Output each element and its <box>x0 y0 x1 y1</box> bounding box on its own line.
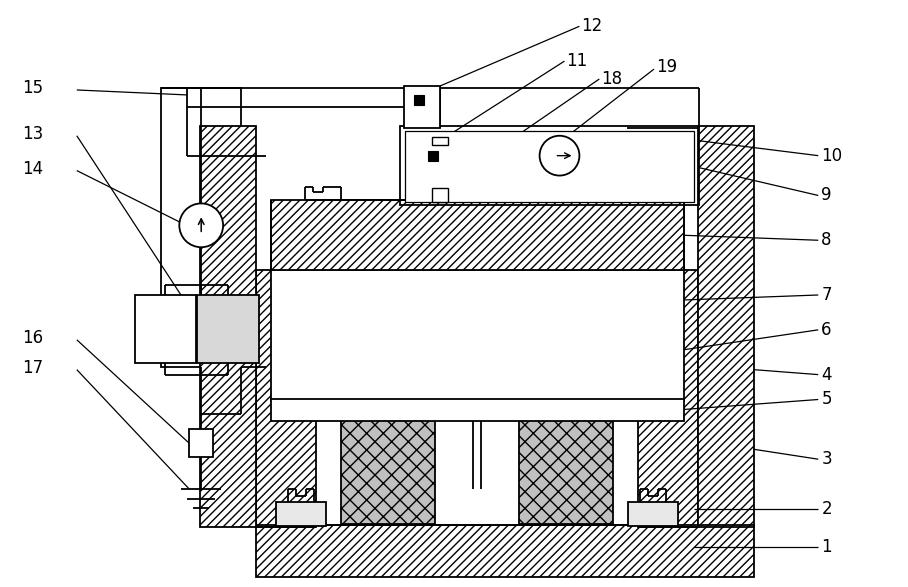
Text: 2: 2 <box>821 500 832 518</box>
Text: 19: 19 <box>656 58 677 76</box>
Bar <box>698 126 754 527</box>
Text: 16: 16 <box>22 329 44 347</box>
Bar <box>189 429 213 457</box>
Bar <box>340 295 435 524</box>
Bar <box>271 200 684 270</box>
Bar <box>638 270 698 527</box>
Bar <box>414 95 424 105</box>
Text: 4: 4 <box>821 366 832 384</box>
Bar <box>400 126 699 205</box>
Text: 13: 13 <box>22 125 44 143</box>
Text: 11: 11 <box>567 52 587 70</box>
Bar <box>432 188 448 203</box>
Text: 12: 12 <box>581 17 603 35</box>
Text: 6: 6 <box>821 321 832 339</box>
Bar <box>162 88 241 367</box>
Bar <box>256 270 316 527</box>
Text: 14: 14 <box>22 160 44 178</box>
Bar <box>429 151 438 161</box>
Text: 18: 18 <box>601 70 622 88</box>
Circle shape <box>179 204 223 247</box>
Bar <box>134 295 196 363</box>
Text: 3: 3 <box>821 450 832 468</box>
Text: 1: 1 <box>821 538 832 556</box>
Bar <box>256 525 754 576</box>
Bar <box>200 126 256 527</box>
Bar <box>197 295 259 363</box>
Text: 5: 5 <box>821 390 832 409</box>
Bar <box>628 502 678 526</box>
Bar <box>276 502 326 526</box>
Text: 15: 15 <box>22 79 44 97</box>
Bar <box>271 400 684 421</box>
Circle shape <box>539 136 579 176</box>
Text: 7: 7 <box>821 286 832 304</box>
Bar <box>405 131 694 203</box>
Text: 10: 10 <box>821 147 843 165</box>
Text: 9: 9 <box>821 187 832 204</box>
Text: 17: 17 <box>22 359 44 377</box>
Bar <box>271 270 684 402</box>
Bar <box>404 86 440 128</box>
Bar <box>518 295 613 524</box>
Bar <box>432 137 448 145</box>
Text: 8: 8 <box>821 231 832 249</box>
